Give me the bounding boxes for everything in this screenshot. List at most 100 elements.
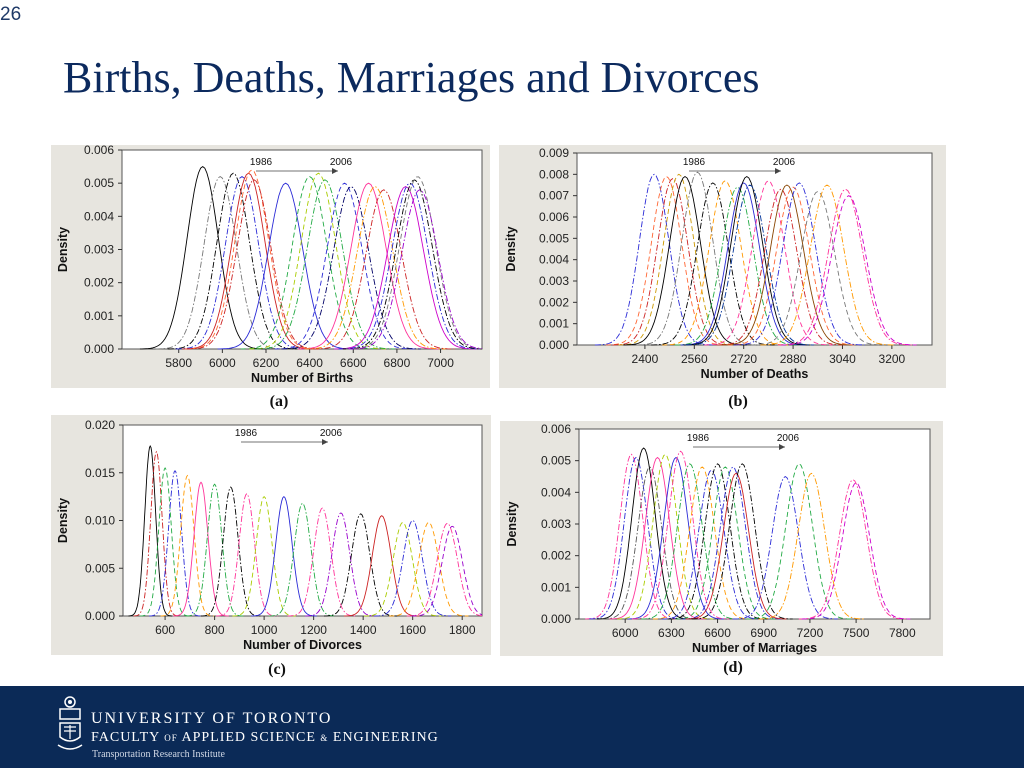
series-line-1999 bbox=[716, 188, 845, 346]
series-line-1987 bbox=[133, 450, 180, 617]
y-tick-label: 0.001 bbox=[84, 309, 114, 323]
series-line-2006 bbox=[801, 482, 911, 620]
y-tick-label: 0.002 bbox=[84, 276, 114, 290]
series-line-1992 bbox=[185, 483, 244, 617]
series-line-1989 bbox=[618, 173, 740, 346]
x-axis-label: Number of Divorces bbox=[243, 638, 362, 652]
series-line-1990 bbox=[623, 175, 747, 346]
slide-number: 26 bbox=[0, 4, 22, 25]
arrow-head-icon bbox=[332, 168, 338, 174]
footer-bar: UNIVERSITY OF TORONTO FACULTY OF APPLIED… bbox=[0, 686, 1024, 768]
y-axis-label: Density bbox=[504, 226, 518, 271]
x-tick-label: 7000 bbox=[427, 356, 454, 370]
series-line-2003 bbox=[751, 190, 885, 346]
series-line-1994 bbox=[216, 493, 278, 617]
x-tick-label: 1200 bbox=[300, 623, 327, 637]
series-line-2001 bbox=[313, 189, 455, 350]
x-tick-label: 6400 bbox=[296, 356, 323, 370]
deaths-density-chart: 0.000 0.001 0.002 0.003 0.004 0.005 0.006 0.007… bbox=[504, 146, 933, 381]
university-name: UNIVERSITY OF TORONTO bbox=[91, 710, 333, 727]
x-tick-label: 1800 bbox=[449, 623, 476, 637]
y-tick-label: 0.006 bbox=[541, 422, 571, 436]
x-tick-label: 6200 bbox=[253, 356, 280, 370]
x-tick-label: 1600 bbox=[399, 623, 426, 637]
y-tick-label: 0.000 bbox=[84, 342, 114, 356]
faculty-suffix: ENGINEERING bbox=[332, 730, 439, 745]
y-tick-label: 0.002 bbox=[541, 549, 571, 563]
annotation-end-year: 2006 bbox=[320, 428, 343, 439]
y-tick-label: 0.020 bbox=[85, 418, 115, 432]
y-tick-label: 0.007 bbox=[539, 189, 569, 203]
series-line-2006 bbox=[411, 525, 483, 617]
x-tick-label: 600 bbox=[155, 623, 175, 637]
series-line-2005 bbox=[406, 523, 483, 617]
chart-panel-deaths: 0.000 0.001 0.002 0.003 0.004 0.005 0.006 0.007… bbox=[499, 145, 946, 388]
x-tick-label: 6600 bbox=[704, 626, 731, 640]
faculty-name: FACULTY OF APPLIED SCIENCE & ENGINEERING bbox=[91, 730, 439, 746]
series-line-1988 bbox=[612, 178, 734, 346]
series-line-1993 bbox=[217, 182, 354, 350]
series-line-1996 bbox=[255, 179, 395, 350]
faculty-of: OF bbox=[164, 733, 178, 743]
series-line-2000 bbox=[304, 185, 446, 350]
series-group bbox=[585, 447, 911, 620]
series-line-1999 bbox=[682, 466, 784, 620]
y-tick-label: 0.005 bbox=[539, 231, 569, 245]
series-line-1986 bbox=[128, 444, 172, 617]
y-tick-label: 0.000 bbox=[539, 338, 569, 352]
series-line-2000 bbox=[323, 513, 398, 617]
series-line-2000 bbox=[721, 184, 853, 346]
series-line-2004 bbox=[342, 179, 483, 350]
chart-panel-marriages: 0.000 0.001 0.002 0.003 0.004 0.005 0.006 6000 6… bbox=[500, 421, 943, 656]
series-line-1992 bbox=[627, 456, 725, 620]
series-line-1986 bbox=[585, 453, 678, 620]
series-line-1988 bbox=[596, 447, 691, 620]
y-tick-label: 0.000 bbox=[541, 612, 571, 626]
series-line-1997 bbox=[667, 463, 768, 620]
y-axis-label: Density bbox=[56, 498, 70, 543]
marriages-density-chart: 0.000 0.001 0.002 0.003 0.004 0.005 0.006 6000 6… bbox=[505, 422, 931, 655]
series-line-1987 bbox=[589, 456, 683, 620]
university-crest-icon bbox=[57, 696, 83, 750]
series-line-2004 bbox=[758, 472, 865, 620]
slide-title: Births, Deaths, Marriages and Divorces bbox=[63, 53, 760, 102]
series-line-1993 bbox=[200, 486, 261, 617]
x-tick-label: 7500 bbox=[843, 626, 870, 640]
series-line-1995 bbox=[232, 495, 296, 617]
series-line-1998 bbox=[281, 185, 421, 350]
arrow-head-icon bbox=[779, 444, 785, 450]
series-line-2006 bbox=[348, 189, 483, 350]
chart-panel-divorces: 0.000 0.005 0.010 0.015 0.020 600 800 1000 1200 1… bbox=[51, 415, 491, 655]
faculty-prefix: FACULTY bbox=[91, 730, 160, 745]
series-line-1995 bbox=[652, 466, 752, 620]
series-line-2005 bbox=[346, 176, 483, 350]
series-line-1988 bbox=[167, 172, 299, 350]
series-line-1995 bbox=[249, 172, 388, 350]
x-tick-label: 6300 bbox=[658, 626, 685, 640]
x-tick-label: 800 bbox=[205, 623, 225, 637]
series-line-2001 bbox=[691, 463, 793, 620]
y-tick-label: 0.005 bbox=[541, 454, 571, 468]
y-tick-label: 0.005 bbox=[84, 176, 114, 190]
y-tick-label: 0.004 bbox=[541, 485, 571, 499]
series-line-1997 bbox=[685, 184, 815, 346]
x-tick-label: 6000 bbox=[612, 626, 639, 640]
x-axis-label: Number of Births bbox=[251, 371, 353, 385]
series-line-1993 bbox=[662, 180, 789, 346]
series-line-1986 bbox=[139, 166, 266, 350]
series-line-1996 bbox=[251, 495, 317, 617]
x-tick-label: 1400 bbox=[350, 623, 377, 637]
plot-area bbox=[576, 152, 933, 346]
x-tick-label: 3200 bbox=[879, 352, 906, 366]
annotation-start-year: 1986 bbox=[687, 433, 710, 444]
series-line-1989 bbox=[149, 470, 201, 617]
institute-name: Transportation Research Institute bbox=[92, 749, 225, 760]
y-tick-label: 0.009 bbox=[539, 146, 569, 160]
y-tick-label: 0.003 bbox=[84, 243, 114, 257]
series-line-1994 bbox=[240, 175, 379, 350]
x-tick-label: 2880 bbox=[780, 352, 807, 366]
x-tick-label: 7200 bbox=[797, 626, 824, 640]
series-group bbox=[128, 444, 483, 617]
series-line-1996 bbox=[683, 175, 810, 346]
series-line-1997 bbox=[268, 502, 337, 617]
